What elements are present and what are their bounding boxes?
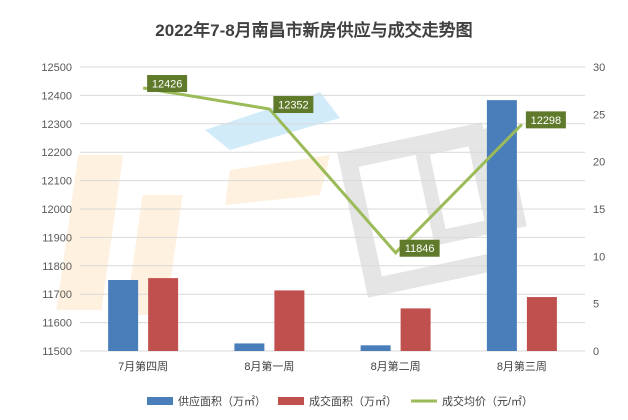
bar <box>108 280 139 351</box>
right-tick-label: 20 <box>593 157 605 169</box>
category-label: 7月第四周 <box>118 359 168 373</box>
left-tick-label: 12000 <box>41 204 72 216</box>
line-series <box>142 86 523 255</box>
left-tick-label: 11600 <box>42 318 72 330</box>
legend: 供应面积（万㎡） 成交面积（万㎡） 成交均价（元/㎡） <box>147 394 533 408</box>
left-tick-label: 11700 <box>42 289 72 301</box>
left-tick-label: 12500 <box>41 62 72 74</box>
x-axis-labels: 7月第四周 8月第一周 8月第二周 8月第三周 <box>118 359 547 373</box>
left-tick-label: 12400 <box>41 90 72 102</box>
left-tick-label: 12100 <box>41 176 72 188</box>
price-line: 12426 12352 11846 12298 <box>142 75 566 257</box>
bar <box>274 290 305 351</box>
legend-swatch <box>278 397 304 405</box>
left-tick-label: 11800 <box>42 261 72 273</box>
right-tick-label: 25 <box>593 109 605 121</box>
category-label: 8月第一周 <box>244 359 294 373</box>
bar <box>526 297 557 351</box>
chart-title: 2022年7-8月南昌市新房供应与成交走势图 <box>155 20 472 40</box>
legend-label: 成交面积（万㎡） <box>309 394 397 408</box>
bar <box>400 308 431 351</box>
legend-swatch <box>147 397 173 405</box>
right-tick-label: 10 <box>593 251 605 263</box>
data-label: 11846 <box>405 243 435 255</box>
data-label: 12352 <box>278 100 309 112</box>
left-tick-label: 12300 <box>41 119 72 131</box>
data-label: 12298 <box>531 115 562 127</box>
category-label: 8月第三周 <box>497 359 547 373</box>
left-tick-label: 12200 <box>41 147 72 159</box>
bar <box>486 100 517 351</box>
data-label-box <box>273 96 314 114</box>
left-y-axis: 11500 11600 11700 11800 11900 12000 12100 12200… <box>41 62 72 358</box>
bar <box>234 343 265 351</box>
right-tick-label: 30 <box>593 62 605 74</box>
right-tick-label: 0 <box>593 346 599 358</box>
category-label: 8月第二周 <box>371 359 421 373</box>
data-label-box <box>525 111 566 129</box>
bars <box>108 100 557 351</box>
legend-label: 供应面积（万㎡） <box>178 394 266 408</box>
bar <box>148 278 179 351</box>
right-tick-label: 15 <box>593 204 605 216</box>
left-tick-label: 11900 <box>42 232 72 244</box>
legend-label: 成交均价（元/㎡） <box>442 394 533 408</box>
data-label-box <box>399 239 440 257</box>
left-tick-label: 11500 <box>42 346 72 358</box>
data-label-box <box>147 75 188 93</box>
bar <box>360 345 391 351</box>
data-label: 12426 <box>152 79 183 91</box>
right-tick-label: 5 <box>593 299 599 311</box>
right-y-axis: 0 5 10 15 20 25 30 <box>593 62 605 358</box>
